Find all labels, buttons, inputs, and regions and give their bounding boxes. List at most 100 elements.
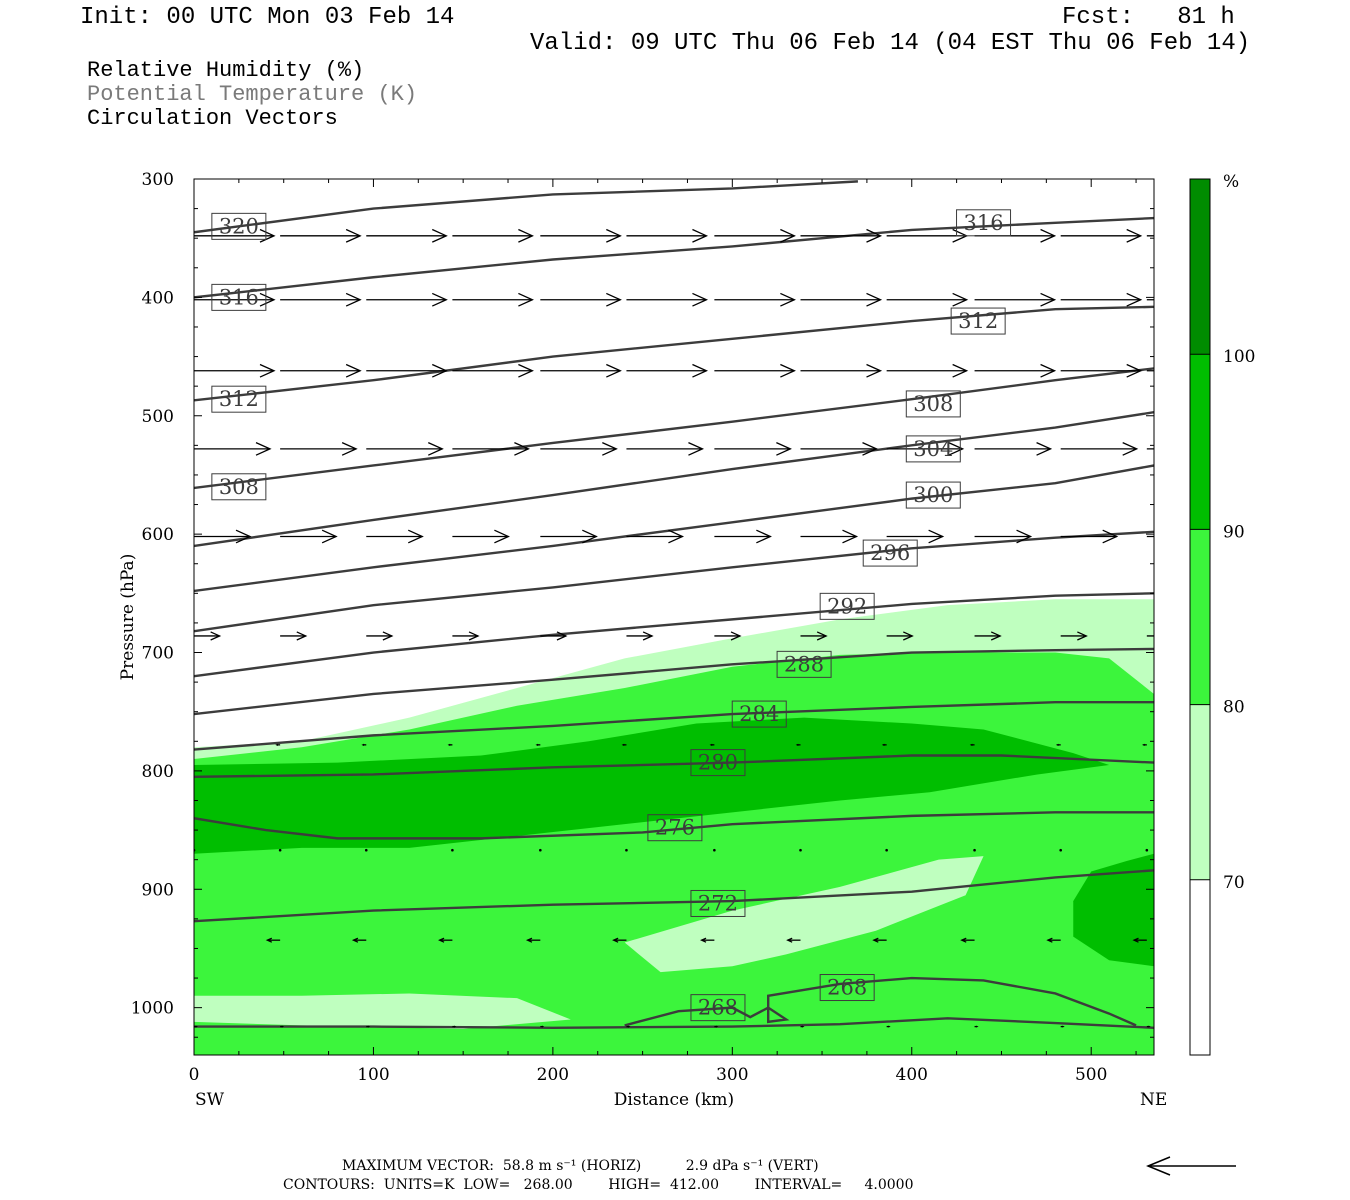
contour-label: 272 bbox=[698, 891, 738, 915]
vector-head bbox=[612, 937, 619, 943]
vector-head bbox=[1077, 631, 1088, 641]
vector-dot bbox=[1059, 848, 1062, 852]
contour-label-box bbox=[776, 650, 832, 678]
contour-label: 304 bbox=[913, 437, 953, 461]
y-axis-label: Pressure (hPa) bbox=[118, 554, 138, 681]
legend-rh: Relative Humidity (%) bbox=[87, 58, 365, 83]
vector-head bbox=[191, 744, 192, 745]
vector-head bbox=[518, 363, 534, 378]
colorbar-label: 70 bbox=[1223, 873, 1245, 893]
vector-head bbox=[887, 1025, 891, 1028]
vector-head bbox=[1126, 228, 1143, 243]
vector-head bbox=[990, 631, 1002, 641]
vector-head bbox=[709, 743, 713, 746]
vector-head bbox=[453, 1025, 457, 1028]
vector-head bbox=[1040, 292, 1057, 307]
vector-head bbox=[1209, 443, 1223, 456]
x-tick-label: 400 bbox=[896, 1065, 928, 1085]
vector-head bbox=[181, 938, 185, 942]
theta-contour-312 bbox=[194, 305, 1154, 402]
y-tick-label: 700 bbox=[142, 644, 174, 664]
vector-head bbox=[210, 631, 222, 641]
contour-label: 316 bbox=[219, 285, 259, 309]
rh-region-90 bbox=[1073, 853, 1154, 967]
contour-label-box bbox=[731, 700, 787, 728]
colorbar-segment bbox=[1190, 179, 1210, 355]
vector-head bbox=[1126, 363, 1143, 378]
vector-head bbox=[881, 743, 885, 746]
vector-head bbox=[903, 631, 914, 641]
vector-head bbox=[431, 292, 448, 307]
vector-head bbox=[518, 228, 534, 243]
vector-head bbox=[692, 363, 709, 378]
vector-head bbox=[361, 743, 365, 746]
contour-label: 296 bbox=[870, 541, 910, 565]
vector-head bbox=[1061, 1025, 1065, 1028]
vector-head bbox=[321, 529, 338, 544]
vector-head bbox=[255, 442, 272, 456]
contour-label-layer: 320 316 316 312 312 308 308 304 300 296 292 288 284 2… bbox=[211, 209, 1012, 1022]
contour-label: 280 bbox=[698, 751, 738, 775]
right-endpoint-label: NE bbox=[1140, 1090, 1167, 1110]
contour-label: 312 bbox=[219, 387, 259, 411]
vector-head bbox=[494, 529, 510, 544]
colorbar-frame bbox=[1189, 178, 1211, 1056]
vector-head bbox=[514, 442, 530, 456]
vector-head bbox=[1036, 442, 1053, 456]
vector-head bbox=[730, 631, 742, 641]
vector-head bbox=[692, 228, 709, 243]
vector-head bbox=[259, 292, 276, 307]
rh-region-80 bbox=[194, 652, 1154, 1055]
vector-head bbox=[275, 743, 279, 746]
vector-head bbox=[692, 292, 709, 307]
legend-theta: Potential Temperature (K) bbox=[87, 82, 418, 107]
vector-head bbox=[621, 743, 625, 746]
vector-head bbox=[606, 363, 622, 378]
contour-label: 292 bbox=[827, 594, 867, 618]
y-tick-label: 600 bbox=[142, 525, 174, 545]
init-time: Init: 00 UTC Mon 03 Feb 14 bbox=[80, 4, 455, 31]
vector-head bbox=[688, 442, 705, 456]
reference-vector-arrow bbox=[1146, 1156, 1236, 1176]
contour-label-box bbox=[819, 592, 875, 620]
contour-label: 276 bbox=[655, 816, 695, 840]
vector-head bbox=[606, 292, 622, 307]
theta-contour-276 bbox=[194, 811, 1154, 840]
contour-label: 300 bbox=[913, 483, 953, 507]
theta-contour-268 bbox=[624, 976, 1137, 1027]
vector-head bbox=[535, 743, 539, 746]
vector-head bbox=[866, 292, 883, 307]
x-tick-label: 200 bbox=[537, 1065, 569, 1085]
contours-note: CONTOURS: UNITS=K LOW= 268.00 HIGH= 412.… bbox=[283, 1177, 914, 1193]
theta-contour-280 bbox=[194, 754, 1154, 779]
x-tick-label: 0 bbox=[189, 1065, 200, 1085]
vector-head bbox=[345, 292, 362, 307]
vector-head bbox=[431, 363, 448, 378]
vector-dot bbox=[973, 848, 976, 852]
vector-head bbox=[816, 631, 828, 641]
theta-contour-296 bbox=[194, 530, 1154, 633]
contour-label: 308 bbox=[219, 475, 259, 499]
vector-head bbox=[866, 228, 883, 243]
vector-head bbox=[541, 1025, 545, 1028]
vector-head bbox=[367, 1025, 371, 1028]
contour-label: 268 bbox=[698, 996, 738, 1020]
contour-label-box bbox=[956, 209, 1012, 237]
vector-head bbox=[1213, 293, 1227, 306]
contour-label: 316 bbox=[963, 211, 1003, 235]
colorbar-label: 100 bbox=[1223, 347, 1255, 367]
vector-head bbox=[627, 1025, 631, 1028]
vector-head bbox=[259, 363, 276, 378]
vector-head bbox=[195, 1025, 198, 1028]
vector-head bbox=[351, 937, 359, 943]
max-vector-note: MAXIMUM VECTOR: 58.8 m s⁻¹ (HORIZ) 2.9 d… bbox=[342, 1158, 819, 1174]
contour-label-box bbox=[690, 994, 746, 1022]
theta-contour-292 bbox=[194, 592, 1154, 678]
theta-contour-layer bbox=[194, 180, 1154, 1029]
vector-head bbox=[1040, 228, 1057, 243]
vector-dot bbox=[625, 848, 628, 852]
vector-head bbox=[866, 363, 883, 378]
contour-label: 268 bbox=[827, 976, 867, 1000]
y-tick-label: 1000 bbox=[131, 999, 174, 1019]
vector-head bbox=[862, 442, 879, 456]
